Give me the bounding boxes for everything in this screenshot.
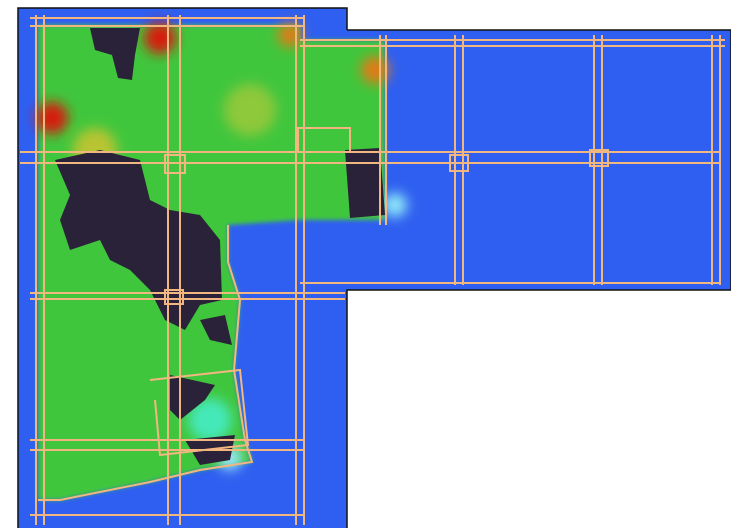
outline (17, 7, 731, 528)
wall-frames (20, 15, 725, 525)
